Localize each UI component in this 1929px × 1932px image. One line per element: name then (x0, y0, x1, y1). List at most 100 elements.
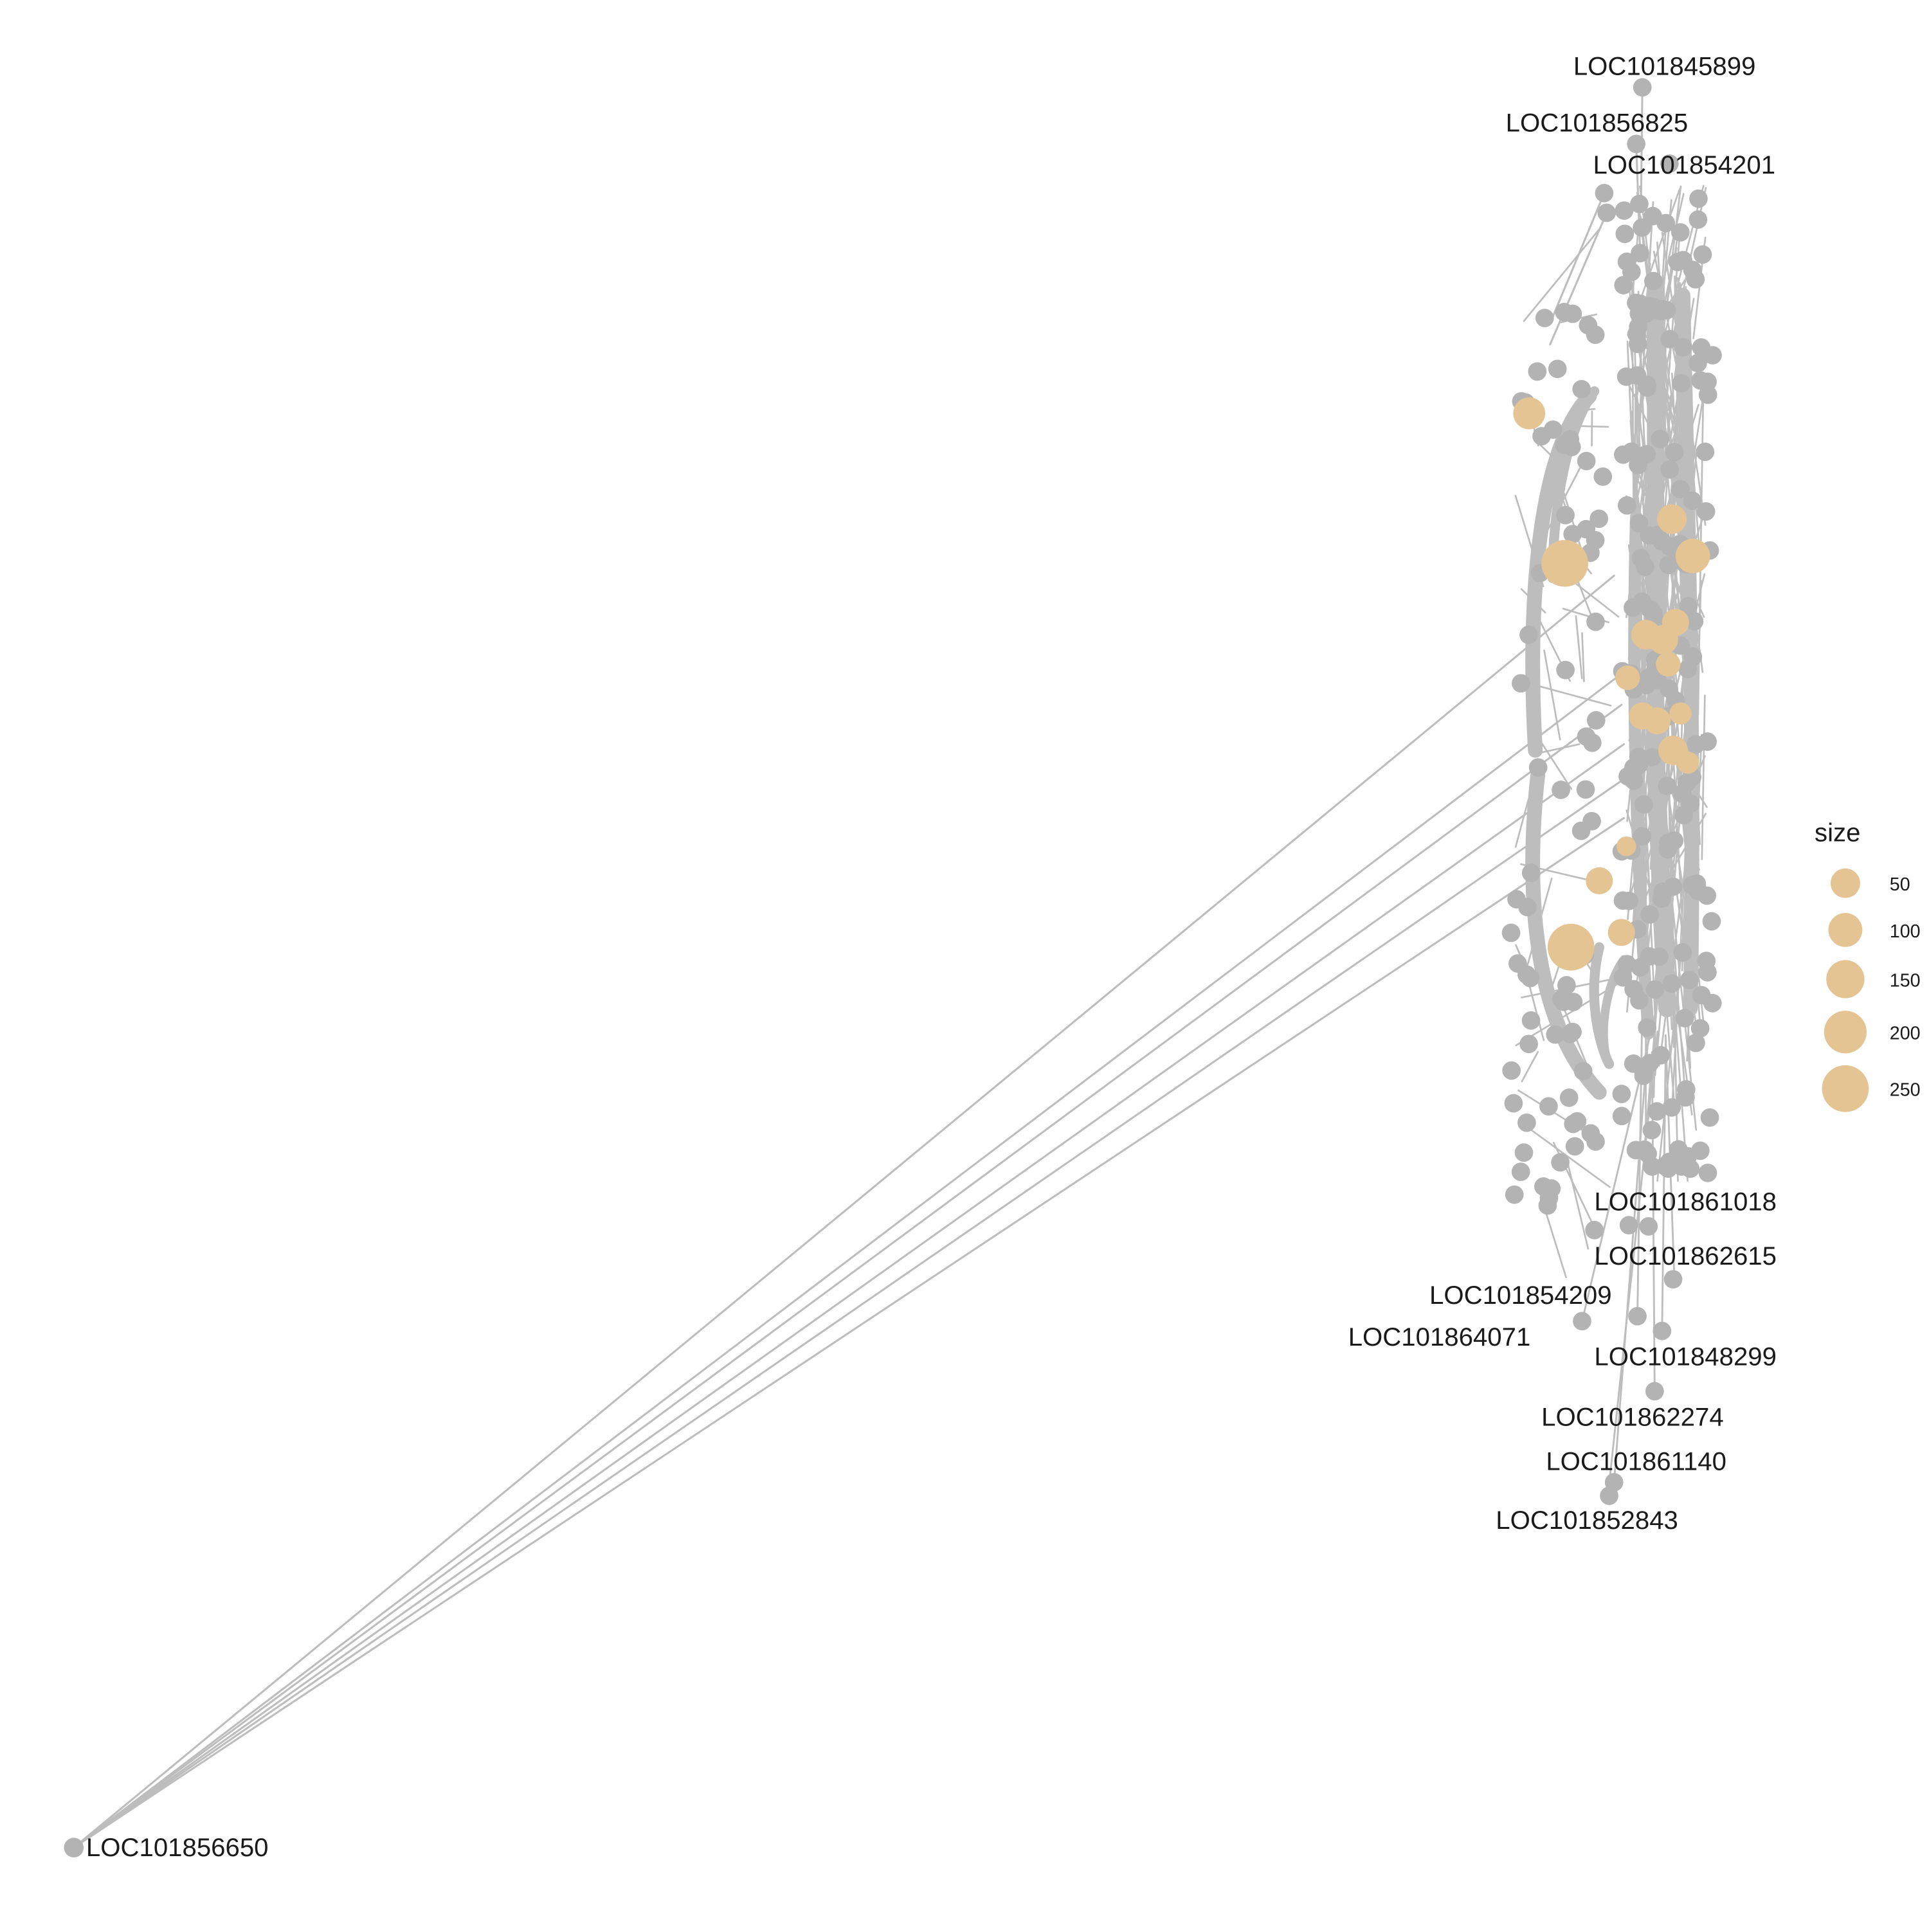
gene-node (1627, 325, 1646, 343)
gene-node (1628, 366, 1647, 385)
gene-node (1505, 1094, 1523, 1113)
gene-node (1522, 1011, 1541, 1030)
gene-node (1646, 980, 1665, 999)
gene-node (1529, 758, 1548, 777)
gene-node (1551, 1153, 1570, 1171)
gene-node (1542, 1179, 1561, 1198)
gene-node (1517, 1114, 1536, 1132)
gene-node (1698, 373, 1717, 392)
gene-node (1518, 898, 1537, 916)
gene-node (1577, 520, 1595, 539)
gene-node (1653, 302, 1671, 320)
gene-node (1613, 1085, 1631, 1103)
gene-node (1651, 429, 1669, 448)
gene-label: LOC101861140 (1546, 1447, 1726, 1476)
gene-node (1665, 443, 1684, 462)
gene-node (1647, 1102, 1666, 1121)
category-node (1548, 924, 1595, 971)
gene-node (1614, 276, 1633, 294)
gene-node (1644, 272, 1663, 291)
gene-node (1663, 974, 1681, 993)
gene-node (1515, 1143, 1534, 1162)
gene-node (1552, 781, 1570, 799)
gene-node (1508, 954, 1527, 973)
gene-node (1577, 781, 1595, 799)
gene-node (1539, 1097, 1558, 1115)
gene-node (1687, 736, 1705, 754)
gene-node (1564, 993, 1583, 1011)
gene-node (1643, 1121, 1662, 1139)
gene-node (1512, 1162, 1530, 1181)
gene-node (1694, 246, 1712, 264)
gene-node (1574, 1062, 1593, 1081)
gene-node (1672, 374, 1691, 393)
gene-label: LOC101862615 (1594, 1241, 1777, 1270)
gene-node (1687, 874, 1706, 893)
gene-node (1703, 346, 1722, 365)
legend-label: 50 (1890, 874, 1910, 895)
gene-node (1595, 184, 1614, 203)
gene-node (1556, 506, 1575, 525)
gene-node (1671, 480, 1690, 499)
gene-node (1653, 1322, 1671, 1341)
gene-node (1680, 971, 1699, 989)
gene-node (1653, 889, 1671, 908)
gene-node (1633, 219, 1651, 237)
gene-node (1701, 1108, 1719, 1127)
category-node (1541, 540, 1588, 587)
gene-node (1679, 1147, 1698, 1166)
gene-node (1556, 661, 1575, 680)
gene-node (1522, 863, 1541, 882)
legend-key (1828, 913, 1862, 947)
gene-node (1639, 1217, 1658, 1236)
gene-label: LOC101862274 (1541, 1402, 1724, 1431)
gene-node (1512, 674, 1530, 692)
gene-node (1643, 1157, 1662, 1176)
category-node (1644, 707, 1671, 734)
gene-node (1659, 1159, 1678, 1178)
gene-node (1676, 1009, 1694, 1027)
gene-node (1572, 380, 1591, 399)
gene-node (1660, 460, 1679, 479)
gene-node (1692, 986, 1711, 1004)
gene-node (1519, 1034, 1538, 1053)
category-node (1669, 702, 1691, 724)
gene-node (1674, 338, 1692, 357)
category-node (1586, 867, 1613, 894)
gene-label: LOC101845899 (1573, 52, 1756, 81)
gene-label: LOC101848299 (1594, 1342, 1777, 1371)
gene-node (1627, 1141, 1645, 1160)
gene-node (1502, 1061, 1521, 1080)
gene-node (1645, 1382, 1664, 1401)
gene-node (1689, 210, 1708, 229)
gene-label: LOC101854201 (1593, 150, 1775, 179)
gene-node (1674, 251, 1692, 269)
gene-node (1564, 1115, 1582, 1133)
gene-node (1633, 78, 1652, 96)
gene-node (1548, 359, 1567, 378)
gene-label: LOC101856650 (86, 1833, 269, 1862)
gene-node (1620, 1216, 1638, 1234)
gene-node (1630, 514, 1649, 533)
legend-key (1824, 1011, 1867, 1053)
legend-title: size (1815, 818, 1860, 847)
gene-node (1624, 759, 1643, 777)
gene-node (64, 1837, 84, 1857)
gene-node (1703, 912, 1721, 931)
category-node (1677, 752, 1699, 773)
gene-node (1641, 1054, 1660, 1072)
gene-node (1689, 190, 1708, 208)
gene-node (1613, 1107, 1631, 1126)
legend-label: 150 (1890, 970, 1921, 991)
gene-label: LOC101861018 (1594, 1187, 1777, 1216)
category-node (1676, 539, 1710, 573)
gene-node (1539, 1196, 1557, 1215)
gene-node (1620, 892, 1638, 910)
gene-node (1600, 1486, 1618, 1505)
gene-label: LOC101856825 (1506, 109, 1689, 138)
gene-node (1638, 1018, 1656, 1037)
gene-node (1562, 438, 1581, 456)
gene-node (1656, 214, 1675, 233)
gene-node (1583, 734, 1602, 752)
